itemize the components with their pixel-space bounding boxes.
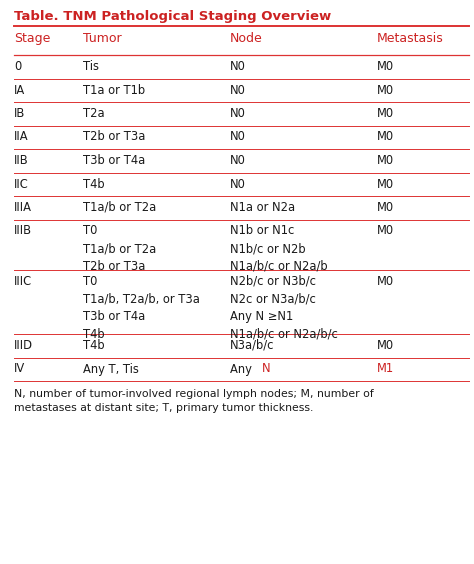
Text: M0: M0 xyxy=(377,83,394,96)
Text: M0: M0 xyxy=(377,224,394,237)
Text: M0: M0 xyxy=(377,201,394,214)
Text: IIIA: IIIA xyxy=(14,201,32,214)
Text: Stage: Stage xyxy=(14,32,51,45)
Text: N2b/c or N3b/c
N2c or N3a/b/c
Any N ≥N1
N1a/b/c or N2a/b/c: N2b/c or N3b/c N2c or N3a/b/c Any N ≥N1 … xyxy=(230,275,338,341)
Text: M0: M0 xyxy=(377,339,394,352)
Text: N0: N0 xyxy=(230,107,246,120)
Text: M1: M1 xyxy=(377,363,394,376)
Text: IIC: IIC xyxy=(14,178,29,191)
Text: IIA: IIA xyxy=(14,130,29,143)
Text: IIID: IIID xyxy=(14,339,33,352)
Text: N, number of tumor-involved regional lymph nodes; M, number of
metastases at dis: N, number of tumor-involved regional lym… xyxy=(14,389,374,413)
Text: N0: N0 xyxy=(230,83,246,96)
Text: M0: M0 xyxy=(377,154,394,167)
Text: IIIB: IIIB xyxy=(14,224,32,237)
Text: M0: M0 xyxy=(377,107,394,120)
Text: M0: M0 xyxy=(377,275,394,288)
Text: M0: M0 xyxy=(377,130,394,143)
Text: Tumor: Tumor xyxy=(83,32,121,45)
Text: T2b or T3a: T2b or T3a xyxy=(83,130,146,143)
Text: T0
T1a/b or T2a
T2b or T3a: T0 T1a/b or T2a T2b or T3a xyxy=(83,224,156,272)
Text: T0
T1a/b, T2a/b, or T3a
T3b or T4a
T4b: T0 T1a/b, T2a/b, or T3a T3b or T4a T4b xyxy=(83,275,200,341)
Text: IV: IV xyxy=(14,363,26,376)
Text: T4b: T4b xyxy=(83,178,105,191)
Text: IIB: IIB xyxy=(14,154,29,167)
Text: M0: M0 xyxy=(377,178,394,191)
Text: N0: N0 xyxy=(230,130,246,143)
Text: T1a/b or T2a: T1a/b or T2a xyxy=(83,201,156,214)
Text: Tis: Tis xyxy=(83,60,99,73)
Text: Metastasis: Metastasis xyxy=(377,32,444,45)
Text: Node: Node xyxy=(230,32,263,45)
Text: IA: IA xyxy=(14,83,26,96)
Text: T1a or T1b: T1a or T1b xyxy=(83,83,145,96)
Text: Any: Any xyxy=(230,363,255,376)
Text: N0: N0 xyxy=(230,178,246,191)
Text: N3a/b/c: N3a/b/c xyxy=(230,339,274,352)
Text: 0: 0 xyxy=(14,60,21,73)
Text: N0: N0 xyxy=(230,60,246,73)
Text: N1b or N1c
N1b/c or N2b
N1a/b/c or N2a/b: N1b or N1c N1b/c or N2b N1a/b/c or N2a/b xyxy=(230,224,328,272)
Text: N0: N0 xyxy=(230,154,246,167)
Text: IIIC: IIIC xyxy=(14,275,32,288)
Text: N1a or N2a: N1a or N2a xyxy=(230,201,295,214)
Text: T2a: T2a xyxy=(83,107,105,120)
Text: IB: IB xyxy=(14,107,26,120)
Text: M0: M0 xyxy=(377,60,394,73)
Text: T3b or T4a: T3b or T4a xyxy=(83,154,145,167)
Text: Any T, Tis: Any T, Tis xyxy=(83,363,139,376)
Text: Table. TNM Pathological Staging Overview: Table. TNM Pathological Staging Overview xyxy=(14,10,331,23)
Text: T4b: T4b xyxy=(83,339,105,352)
Text: N: N xyxy=(262,363,271,376)
